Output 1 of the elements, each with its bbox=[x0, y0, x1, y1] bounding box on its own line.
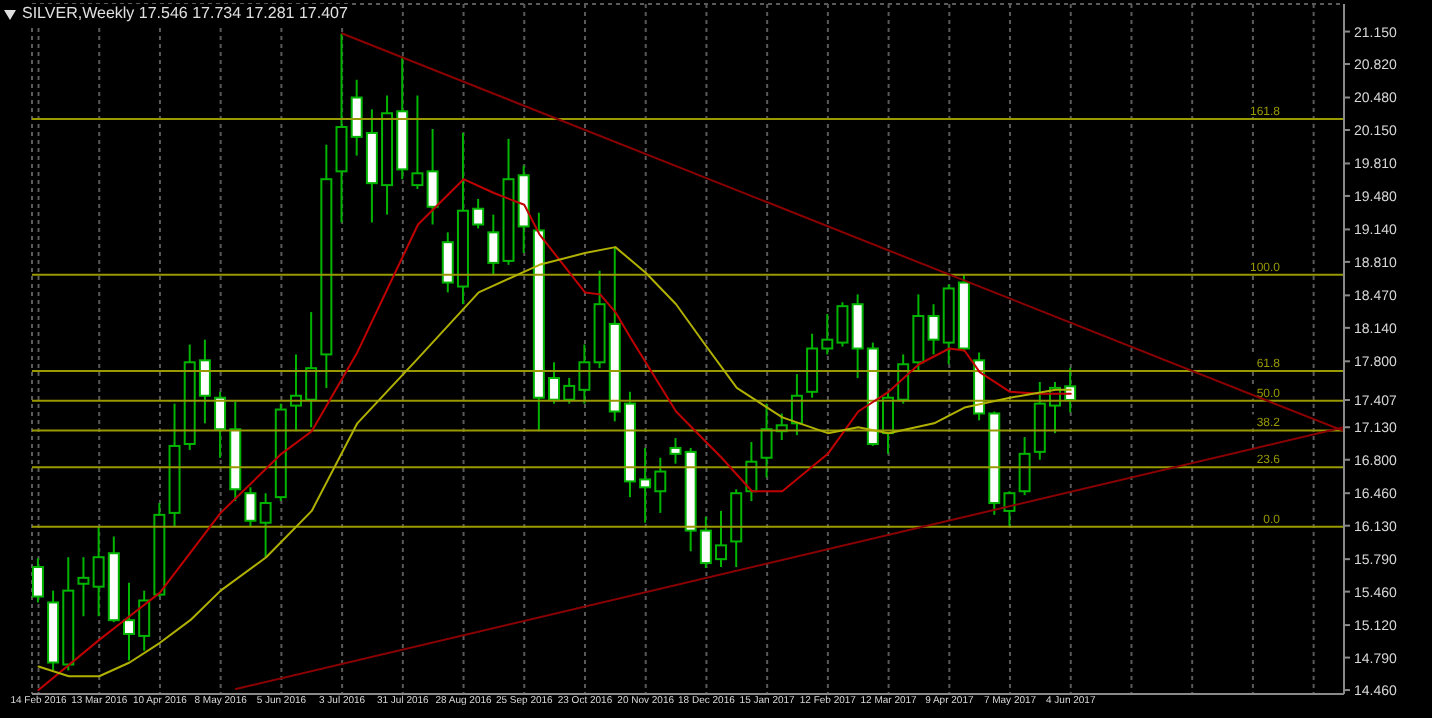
chart-title: SILVER,Weekly 17.546 17.734 17.281 17.407 bbox=[22, 4, 348, 24]
